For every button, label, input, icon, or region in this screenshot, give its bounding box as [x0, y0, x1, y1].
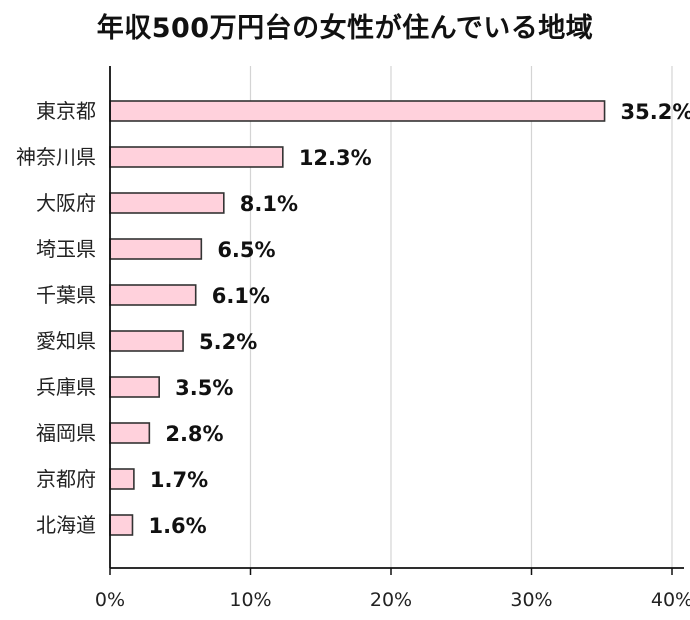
bar: [109, 146, 284, 168]
value-label: 5.2%: [199, 330, 257, 354]
value-label: 3.5%: [175, 376, 233, 400]
x-tick-label: 10%: [229, 589, 271, 611]
category-label: 大阪府: [36, 191, 96, 215]
category-label: 千葉県: [36, 283, 96, 307]
bar: [109, 238, 203, 260]
value-label: 1.7%: [150, 468, 208, 492]
value-label: 6.1%: [212, 284, 270, 308]
category-label: 神奈川県: [16, 145, 96, 169]
chart-title: 年収500万円台の女性が住んでいる地域: [96, 13, 594, 44]
bar: [109, 376, 160, 398]
bars: [109, 100, 606, 536]
bar: [109, 514, 134, 536]
category-label: 愛知県: [36, 329, 96, 353]
value-label: 8.1%: [240, 192, 298, 216]
category-label: 埼玉県: [36, 237, 96, 261]
category-label: 福岡県: [36, 421, 96, 445]
bar: [109, 192, 225, 214]
bar: [109, 330, 184, 352]
bar: [109, 284, 197, 306]
bar: [109, 468, 135, 490]
category-label: 京都府: [36, 467, 96, 491]
labels: 0% 10% 20% 30% 40% 東京都 35.2% 神奈川県 12.3% 大阪府 8.1% 埼玉…: [16, 99, 690, 611]
value-label: 12.3%: [299, 146, 372, 170]
x-tick-label: 20%: [370, 589, 412, 611]
x-tick-label: 0%: [95, 589, 125, 611]
value-label: 2.8%: [165, 422, 223, 446]
category-label: 兵庫県: [36, 375, 96, 399]
bar: [109, 100, 606, 122]
x-tick-label: 30%: [510, 589, 552, 611]
value-label: 1.6%: [148, 514, 206, 538]
x-tick-label: 40%: [651, 589, 690, 611]
bar: [109, 422, 151, 444]
axes: [109, 66, 684, 575]
category-label: 北海道: [36, 513, 96, 537]
category-label: 東京都: [36, 99, 96, 123]
value-label: 35.2%: [621, 100, 690, 124]
value-label: 6.5%: [217, 238, 275, 262]
grid-lines: [249, 66, 673, 568]
